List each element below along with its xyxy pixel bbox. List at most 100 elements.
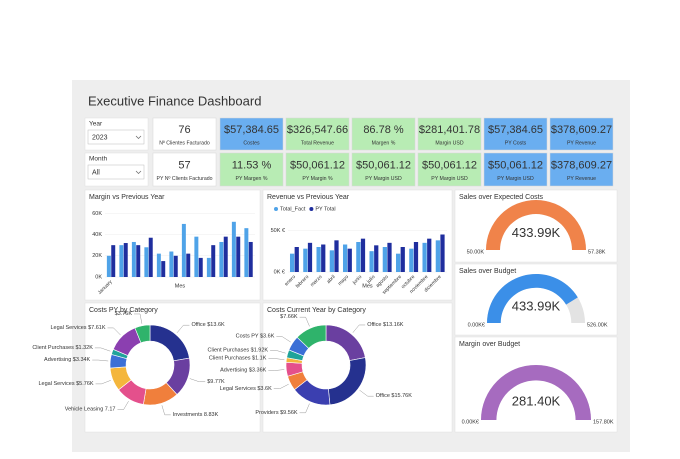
bar <box>413 242 419 272</box>
leader-line <box>352 324 366 333</box>
chart-title: Revenue vs Previous Year <box>267 194 350 201</box>
bar <box>169 251 174 277</box>
bar <box>395 253 401 272</box>
leader-line <box>161 405 171 416</box>
panel <box>454 336 618 433</box>
y-tick-label: 40K <box>92 232 102 238</box>
slicer-label: Year <box>89 121 103 128</box>
donut-label: Office $13.16K <box>367 322 404 328</box>
slicer-dropdown[interactable] <box>87 164 145 180</box>
donut-label: Client Purchases $1.92K <box>208 348 269 354</box>
kpi-card <box>417 152 482 187</box>
y-tick-label: 0K <box>95 274 102 280</box>
kpi-label: Nº Clientes Facturado <box>159 140 210 146</box>
bar <box>329 250 334 272</box>
slice-value-label: 7.17 <box>105 407 116 413</box>
bar <box>186 253 191 277</box>
y-tick-label: 60K <box>92 211 102 217</box>
kpi-card <box>483 152 548 187</box>
gauge-value: 433.99K <box>512 225 561 240</box>
kpi-value: $378,609.27 <box>551 124 612 136</box>
bar <box>119 245 124 277</box>
y-tick-label: 50K € <box>271 228 285 234</box>
donut-label: Client Purchases $1.1K <box>209 356 267 362</box>
slice-value-label: $3.6K <box>257 386 272 392</box>
leader-line <box>94 347 111 352</box>
donut-label: $7.66K <box>280 315 298 321</box>
chart-title: Sales over Expected Costs <box>459 194 544 201</box>
leader-line <box>92 359 109 362</box>
legend-label: PY Total <box>315 206 335 212</box>
slicer-chevron <box>135 170 142 174</box>
bar <box>360 238 366 272</box>
slice-category: Legal Services <box>39 381 77 387</box>
legend-label: Total_Fact <box>280 206 306 212</box>
donut-label: Vehicle Leasing 7.17 <box>65 407 116 413</box>
slice-category: Office <box>376 394 392 400</box>
kpi-label: PY Revenue <box>567 140 596 146</box>
kpi-card <box>152 117 217 151</box>
bar <box>294 247 299 272</box>
leader-line <box>189 378 206 383</box>
bar <box>400 247 405 272</box>
bar <box>440 234 445 272</box>
x-tick-label: abril <box>326 274 337 285</box>
bar <box>307 242 313 272</box>
slice-value-label: $15.76K <box>391 394 412 400</box>
kpi-card <box>152 152 217 187</box>
slice-value-label: $5.76K <box>76 381 94 387</box>
kpi-value: $50,061.12 <box>290 159 345 171</box>
chart-title: Sales over Budget <box>459 268 516 275</box>
bar <box>206 257 211 277</box>
bar <box>342 244 348 272</box>
legend-marker <box>274 207 278 211</box>
slice-value-label: $1.92K <box>251 348 269 354</box>
bar <box>248 241 253 277</box>
kpi-card <box>549 152 614 187</box>
kpi-value: $50,061.12 <box>488 159 543 171</box>
bar <box>244 228 249 277</box>
slice-category: Client Purchases <box>209 356 252 362</box>
bar <box>321 244 326 272</box>
bar <box>369 251 374 272</box>
chart-title: Margin over Budget <box>459 341 520 348</box>
bar <box>219 241 224 277</box>
donut-slice <box>296 324 327 349</box>
slice-category: Costs PY <box>236 334 260 340</box>
kpi-value: $281,401.78 <box>419 124 480 136</box>
gauge-min: 0.00K€ <box>462 419 479 425</box>
bar <box>144 247 149 277</box>
donut-label: Advertising $3.34K <box>44 357 91 363</box>
donut-label: Office $15.76K <box>376 394 413 400</box>
bar <box>316 247 321 272</box>
leader-line <box>117 401 129 410</box>
leader-line <box>176 324 190 333</box>
kpi-value: 57 <box>178 159 190 171</box>
donut-label: Legal Services $7.61K <box>50 325 105 331</box>
slice-category: Advertising <box>44 357 73 363</box>
gauge-max: 157.80K <box>593 419 614 425</box>
donut-label: $9.77K <box>207 379 225 385</box>
gauge-max: 526.00K <box>587 322 608 328</box>
bar <box>223 236 228 277</box>
slice-value-label: $13.16K <box>383 322 404 328</box>
chart-title: Margin vs Previous Year <box>89 194 165 201</box>
bar <box>111 245 116 277</box>
slicer-dropdown[interactable] <box>87 129 145 145</box>
kpi-card <box>285 152 350 187</box>
kpi-card <box>483 117 548 151</box>
gauge-min: 50.00K <box>467 249 485 255</box>
slice-value-label: $3.6K <box>260 334 275 340</box>
bar <box>374 245 379 272</box>
slice-category: Client Purchases <box>208 348 251 354</box>
donut-label: Providers $9.56K <box>255 410 298 416</box>
kpi-label: PY Margen % <box>236 176 268 182</box>
kpi-card <box>549 117 614 151</box>
bar <box>409 248 414 272</box>
slice-category: Client Purchases <box>32 345 75 351</box>
gauge-min: 0.00K€ <box>468 322 485 328</box>
bar <box>156 253 161 277</box>
kpi-value: 76 <box>178 124 190 136</box>
slice-value-label: $3.34K <box>73 357 91 363</box>
